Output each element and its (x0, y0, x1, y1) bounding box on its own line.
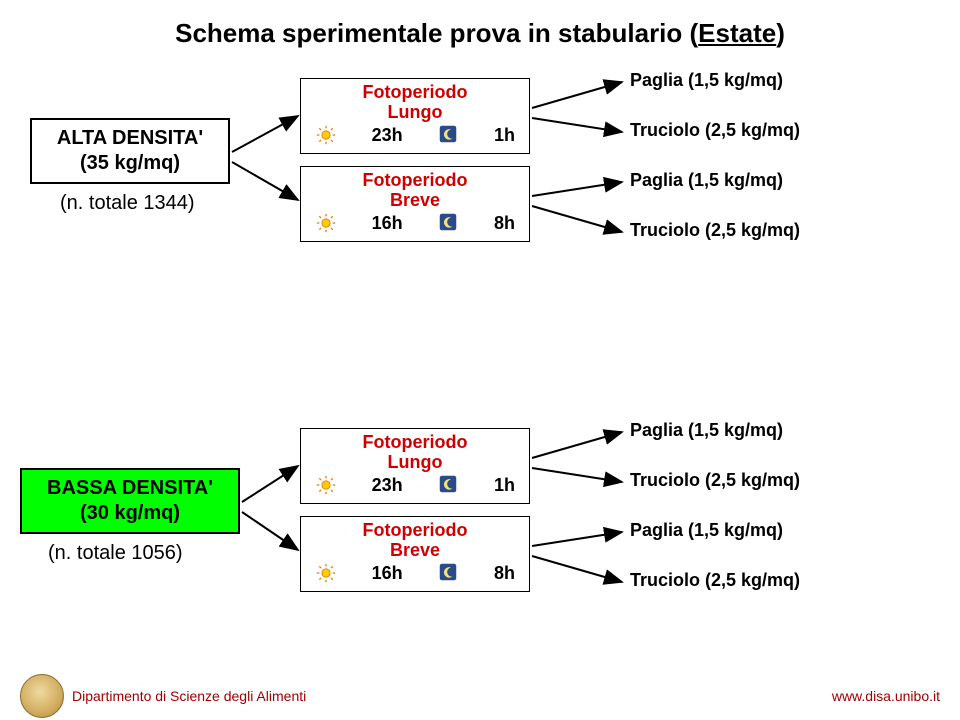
footer-bar: Dipartimento di Scienze degli Alimenti w… (0, 672, 960, 720)
alta-totale: (n. totale 1344) (60, 192, 195, 215)
photoperiod-breve-row-2: 16h 8h (305, 563, 525, 585)
photoperiod-breve-title-1: Fotoperiodo Breve (305, 171, 525, 211)
bassa-line1: BASSA DENSITA' (32, 476, 228, 501)
breve-night-1: 8h (494, 213, 515, 234)
alta-line1: ALTA DENSITA' (42, 126, 218, 151)
moon-icon (437, 213, 459, 235)
breve-night-2: 8h (494, 563, 515, 584)
outcome-truciolo-2b: Truciolo (2,5 kg/mq) (630, 570, 800, 591)
outcome-paglia-1b: Paglia (1,5 kg/mq) (630, 170, 783, 191)
bassa-line2: (30 kg/mq) (32, 501, 228, 526)
moon-icon (437, 475, 459, 497)
sun-icon (315, 125, 337, 147)
photoperiod-breve-row-1: 16h 8h (305, 213, 525, 235)
footer-left: Dipartimento di Scienze degli Alimenti (20, 674, 306, 718)
slide-root: Schema sperimentale prova in stabulario … (0, 0, 960, 720)
title-underlined: Estate (698, 18, 776, 48)
moon-icon (437, 125, 459, 147)
photoperiod-breve-title-2: Fotoperiodo Breve (305, 521, 525, 561)
photoperiod-lungo-row-1: 23h 1h (305, 125, 525, 147)
breve-day-2: 16h (372, 563, 403, 584)
sun-icon (315, 475, 337, 497)
outcome-paglia-2a: Paglia (1,5 kg/mq) (630, 420, 783, 441)
moon-icon (437, 563, 459, 585)
lungo-night-1: 1h (494, 125, 515, 146)
footer-url: www.disa.unibo.it (832, 688, 940, 704)
photoperiod-lungo-box-1: Fotoperiodo Lungo 23h 1h (300, 78, 530, 154)
slide-title: Schema sperimentale prova in stabulario … (0, 18, 960, 49)
photoperiod-breve-box-2: Fotoperiodo Breve 16h 8h (300, 516, 530, 592)
lungo-night-2: 1h (494, 475, 515, 496)
photoperiod-breve-box-1: Fotoperiodo Breve 16h 8h (300, 166, 530, 242)
lungo-day-1: 23h (372, 125, 403, 146)
outcome-truciolo-1a: Truciolo (2,5 kg/mq) (630, 120, 800, 141)
photoperiod-lungo-box-2: Fotoperiodo Lungo 23h 1h (300, 428, 530, 504)
outcome-paglia-1a: Paglia (1,5 kg/mq) (630, 70, 783, 91)
photoperiod-lungo-title-1: Fotoperiodo Lungo (305, 83, 525, 123)
alta-density-box: ALTA DENSITA' (35 kg/mq) (30, 118, 230, 184)
outcome-paglia-2b: Paglia (1,5 kg/mq) (630, 520, 783, 541)
lungo-day-2: 23h (372, 475, 403, 496)
bassa-density-box: BASSA DENSITA' (30 kg/mq) (20, 468, 240, 534)
breve-day-1: 16h (372, 213, 403, 234)
sun-icon (315, 213, 337, 235)
title-pre: Schema sperimentale prova in stabulario … (175, 18, 698, 48)
alta-line2: (35 kg/mq) (42, 151, 218, 176)
sun-icon (315, 563, 337, 585)
photoperiod-lungo-title-2: Fotoperiodo Lungo (305, 433, 525, 473)
title-post: ) (776, 18, 785, 48)
university-seal-icon (20, 674, 64, 718)
footer-dept: Dipartimento di Scienze degli Alimenti (72, 688, 306, 704)
outcome-truciolo-1b: Truciolo (2,5 kg/mq) (630, 220, 800, 241)
photoperiod-lungo-row-2: 23h 1h (305, 475, 525, 497)
bassa-totale: (n. totale 1056) (48, 542, 183, 565)
outcome-truciolo-2a: Truciolo (2,5 kg/mq) (630, 470, 800, 491)
